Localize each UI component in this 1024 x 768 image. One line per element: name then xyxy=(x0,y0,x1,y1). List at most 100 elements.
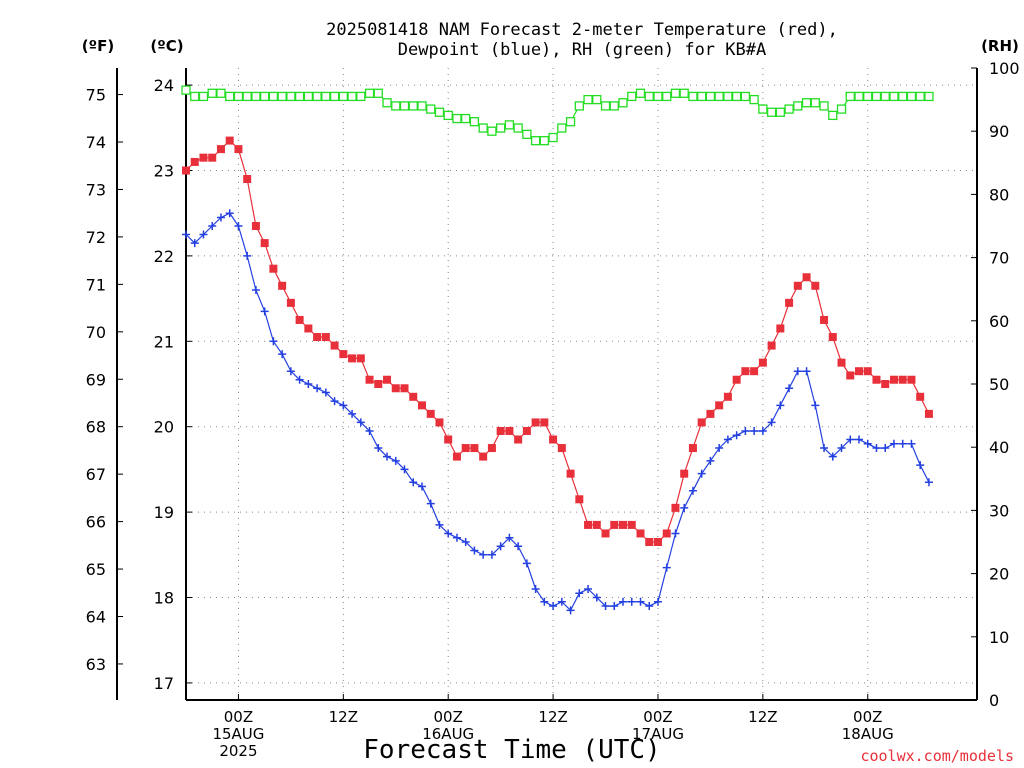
dewpoint-point xyxy=(514,542,523,551)
c-tick-label: 21 xyxy=(154,332,174,351)
rh-point xyxy=(312,91,322,102)
x-tick-label: 00Z xyxy=(434,708,463,726)
rh-point xyxy=(845,91,855,102)
rh-point xyxy=(627,91,637,102)
dewpoint-point xyxy=(531,584,540,593)
dewpoint-point xyxy=(916,461,925,470)
dewpoint-point xyxy=(662,563,671,572)
rh-point xyxy=(303,91,314,102)
dewpoint-point xyxy=(260,307,269,316)
rh-point xyxy=(723,91,733,102)
temp-point xyxy=(522,426,531,435)
rh-point xyxy=(251,91,261,102)
rh-point xyxy=(452,113,462,124)
dewpoint-point xyxy=(383,452,392,461)
dewpoint-point xyxy=(575,589,584,598)
temp-point xyxy=(898,375,907,384)
dewpoint-point xyxy=(680,503,689,512)
temp-point xyxy=(846,371,855,380)
rh-point xyxy=(539,136,550,146)
dewpoint-point xyxy=(785,384,794,393)
temp-point xyxy=(820,315,829,324)
temp-point xyxy=(452,452,461,461)
rh-point xyxy=(679,88,689,98)
dewpoint-point xyxy=(601,602,610,611)
dewpoint-point xyxy=(540,597,549,606)
dewpoint-point xyxy=(496,542,505,551)
rh-point xyxy=(863,91,873,102)
temp-point xyxy=(295,315,304,324)
f-tick-label: 67 xyxy=(86,465,106,484)
rh-point xyxy=(233,91,244,102)
dewpoint-point xyxy=(321,388,330,397)
rh-point xyxy=(898,91,908,102)
rh-point xyxy=(277,91,287,102)
temp-point xyxy=(321,333,330,342)
c-tick-label: 18 xyxy=(154,589,174,608)
temp-point xyxy=(365,375,374,384)
dewpoint-point xyxy=(225,209,234,218)
rh-point xyxy=(286,91,296,102)
temp-point xyxy=(758,358,767,367)
dewpoint-point xyxy=(566,606,575,615)
temp-point xyxy=(339,350,348,359)
series-layer xyxy=(181,85,934,615)
temp-point xyxy=(409,392,418,401)
dewpoint-point xyxy=(522,559,531,568)
rh-point xyxy=(496,123,506,133)
rh-point xyxy=(364,88,375,98)
rh-point xyxy=(504,120,515,130)
temp-point xyxy=(461,444,470,453)
temp-point xyxy=(837,358,846,367)
temp-point xyxy=(680,469,689,478)
temp-point xyxy=(776,324,785,333)
f-tick-label: 68 xyxy=(86,418,106,437)
temp-point xyxy=(881,380,890,388)
dewpoint-point xyxy=(182,230,190,239)
rh-tick-label: 90 xyxy=(989,122,1009,141)
dewpoint-point xyxy=(767,418,776,427)
temp-point xyxy=(750,367,759,376)
dewpoint-point xyxy=(286,367,295,376)
dewpoint-point xyxy=(374,444,383,453)
temp-point xyxy=(610,520,619,529)
rh-point xyxy=(775,107,785,117)
dewpoint-point xyxy=(365,426,374,435)
temp-point xyxy=(278,281,287,290)
chart-title-line1: 2025081418 NAM Forecast 2-meter Temperat… xyxy=(326,20,838,40)
temp-point xyxy=(243,175,252,184)
rh-point xyxy=(592,94,602,105)
temp-point xyxy=(653,538,662,546)
temp-point xyxy=(715,401,724,410)
f-tick-label: 70 xyxy=(86,323,106,342)
rh-point xyxy=(198,91,209,102)
dewpoint-point xyxy=(619,597,628,606)
temp-point xyxy=(557,444,566,453)
temp-point xyxy=(356,354,365,363)
dewpoint-point xyxy=(872,444,881,453)
temp-point xyxy=(592,520,601,529)
rh-tick-label: 30 xyxy=(989,501,1009,520)
rh-tick-label: 60 xyxy=(989,312,1009,331)
f-tick-label: 65 xyxy=(86,560,106,579)
temp-point xyxy=(269,264,278,273)
dewpoint-point xyxy=(470,546,479,555)
temp-point xyxy=(793,281,802,290)
temp-point xyxy=(662,529,671,538)
x-tick-label: 15AUG xyxy=(212,725,264,743)
temp-point xyxy=(260,239,269,248)
dewpoint-point xyxy=(828,452,837,461)
rh-point xyxy=(260,91,270,102)
rh-point xyxy=(635,88,646,98)
rh-point xyxy=(749,94,759,105)
rh-point xyxy=(828,110,838,121)
rh-point xyxy=(574,101,584,111)
dewpoint-point xyxy=(400,465,409,474)
dewpoint-point xyxy=(671,529,680,538)
rh-point xyxy=(583,94,593,105)
dewpoint-point xyxy=(750,426,759,435)
dewpoint-point xyxy=(837,444,846,453)
f-tick-label: 63 xyxy=(86,655,106,674)
dewpoint-point xyxy=(426,499,435,508)
rh-point xyxy=(697,91,707,102)
